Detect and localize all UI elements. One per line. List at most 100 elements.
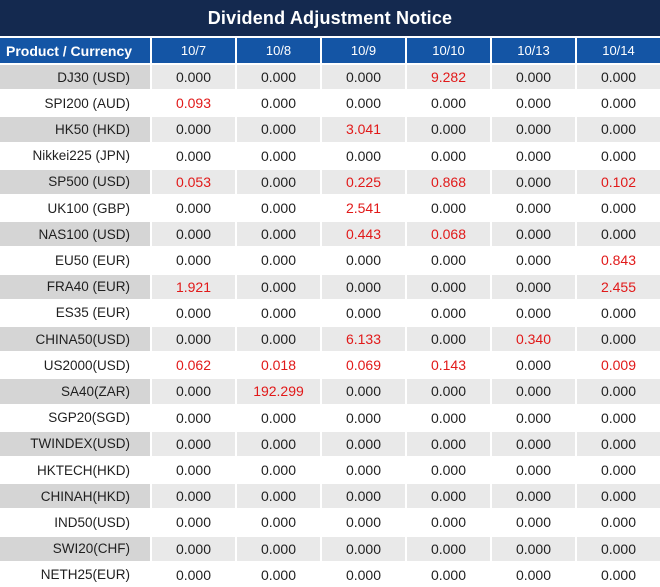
table-cell-value: 0.000: [237, 431, 320, 456]
row-product-label: ES35 (EUR): [0, 300, 150, 325]
table-cell-value: 0.069: [322, 353, 405, 378]
table-cell-value: 0.225: [322, 169, 405, 194]
page-title: Dividend Adjustment Notice: [0, 0, 660, 36]
table-cell-value: 0.000: [407, 379, 490, 404]
column-header-date: 10/14: [577, 38, 660, 63]
column-header-product: Product / Currency: [0, 38, 150, 63]
row-product-label: NETH25(EUR): [0, 562, 150, 587]
row-product-label: DJ30 (USD): [0, 65, 150, 90]
table-cell-value: 0.000: [152, 536, 235, 561]
table-cell-value: 0.000: [322, 248, 405, 273]
table-cell-value: 0.000: [322, 143, 405, 168]
table-cell-value: 0.000: [237, 274, 320, 299]
table-cell-value: 0.000: [322, 431, 405, 456]
table-cell-value: 0.000: [577, 562, 660, 587]
row-product-label: HK50 (HKD): [0, 117, 150, 142]
table-cell-value: 0.000: [577, 431, 660, 456]
row-product-label: SP500 (USD): [0, 169, 150, 194]
table-cell-value: 0.068: [407, 222, 490, 247]
row-product-label: SWI20(CHF): [0, 536, 150, 561]
table-cell-value: 0.000: [237, 196, 320, 221]
table-cell-value: 0.000: [492, 379, 575, 404]
table-cell-value: 0.000: [492, 91, 575, 116]
table-cell-value: 2.541: [322, 196, 405, 221]
table-cell-value: 0.000: [237, 484, 320, 509]
table-cell-value: 0.000: [237, 458, 320, 483]
table-cell-value: 0.000: [577, 510, 660, 535]
table-cell-value: 0.000: [407, 327, 490, 352]
table-cell-value: 0.000: [237, 143, 320, 168]
row-product-label: UK100 (GBP): [0, 196, 150, 221]
table-cell-value: 0.000: [407, 405, 490, 430]
table-cell-value: 0.000: [237, 91, 320, 116]
row-product-label: SGP20(SGD): [0, 405, 150, 430]
table-cell-value: 0.009: [577, 353, 660, 378]
table-cell-value: 0.000: [492, 65, 575, 90]
table-cell-value: 0.000: [577, 458, 660, 483]
table-cell-value: 0.000: [152, 379, 235, 404]
table-cell-value: 0.000: [322, 300, 405, 325]
table-cell-value: 0.443: [322, 222, 405, 247]
table-cell-value: 0.000: [152, 300, 235, 325]
table-cell-value: 0.000: [237, 300, 320, 325]
table-cell-value: 0.000: [152, 405, 235, 430]
table-cell-value: 0.000: [407, 248, 490, 273]
row-product-label: NAS100 (USD): [0, 222, 150, 247]
row-product-label: EU50 (EUR): [0, 248, 150, 273]
table-cell-value: 0.143: [407, 353, 490, 378]
table-cell-value: 3.041: [322, 117, 405, 142]
table-cell-value: 0.000: [577, 65, 660, 90]
table-cell-value: 0.000: [492, 353, 575, 378]
table-cell-value: 0.000: [407, 91, 490, 116]
table-cell-value: 0.000: [322, 458, 405, 483]
row-product-label: US2000(USD): [0, 353, 150, 378]
table-cell-value: 0.000: [237, 222, 320, 247]
row-product-label: SPI200 (AUD): [0, 91, 150, 116]
column-header-date: 10/7: [152, 38, 235, 63]
table-cell-value: 0.000: [322, 91, 405, 116]
table-cell-value: 0.000: [407, 458, 490, 483]
table-cell-value: 0.000: [492, 248, 575, 273]
table-cell-value: 0.053: [152, 169, 235, 194]
table-cell-value: 0.000: [407, 562, 490, 587]
table-cell-value: 0.000: [492, 222, 575, 247]
table-cell-value: 9.282: [407, 65, 490, 90]
table-cell-value: 0.000: [152, 562, 235, 587]
table-cell-value: 0.000: [322, 536, 405, 561]
table-cell-value: 0.000: [152, 327, 235, 352]
table-cell-value: 0.000: [322, 405, 405, 430]
table-cell-value: 0.000: [577, 222, 660, 247]
table-cell-value: 0.000: [492, 405, 575, 430]
table-cell-value: 0.000: [492, 484, 575, 509]
table-cell-value: 0.000: [237, 536, 320, 561]
column-header-date: 10/9: [322, 38, 405, 63]
table-cell-value: 0.000: [407, 510, 490, 535]
table-cell-value: 0.000: [322, 379, 405, 404]
table-cell-value: 0.000: [322, 484, 405, 509]
table-cell-value: 0.000: [577, 327, 660, 352]
table-cell-value: 0.000: [492, 274, 575, 299]
row-product-label: HKTECH(HKD): [0, 458, 150, 483]
row-product-label: CHINA50(USD): [0, 327, 150, 352]
table-cell-value: 0.000: [152, 458, 235, 483]
table-cell-value: 0.000: [577, 536, 660, 561]
table-cell-value: 0.000: [577, 484, 660, 509]
table-cell-value: 0.000: [492, 510, 575, 535]
table-cell-value: 0.000: [322, 510, 405, 535]
table-cell-value: 0.868: [407, 169, 490, 194]
row-product-label: FRA40 (EUR): [0, 274, 150, 299]
table-cell-value: 0.843: [577, 248, 660, 273]
table-cell-value: 0.000: [322, 274, 405, 299]
table-cell-value: 0.000: [237, 117, 320, 142]
table-cell-value: 0.000: [407, 274, 490, 299]
table-cell-value: 0.000: [152, 65, 235, 90]
table-cell-value: 0.000: [237, 65, 320, 90]
table-cell-value: 0.000: [407, 143, 490, 168]
table-cell-value: 0.000: [237, 405, 320, 430]
table-cell-value: 0.000: [407, 300, 490, 325]
column-header-date: 10/13: [492, 38, 575, 63]
table-cell-value: 0.000: [152, 196, 235, 221]
column-header-date: 10/8: [237, 38, 320, 63]
